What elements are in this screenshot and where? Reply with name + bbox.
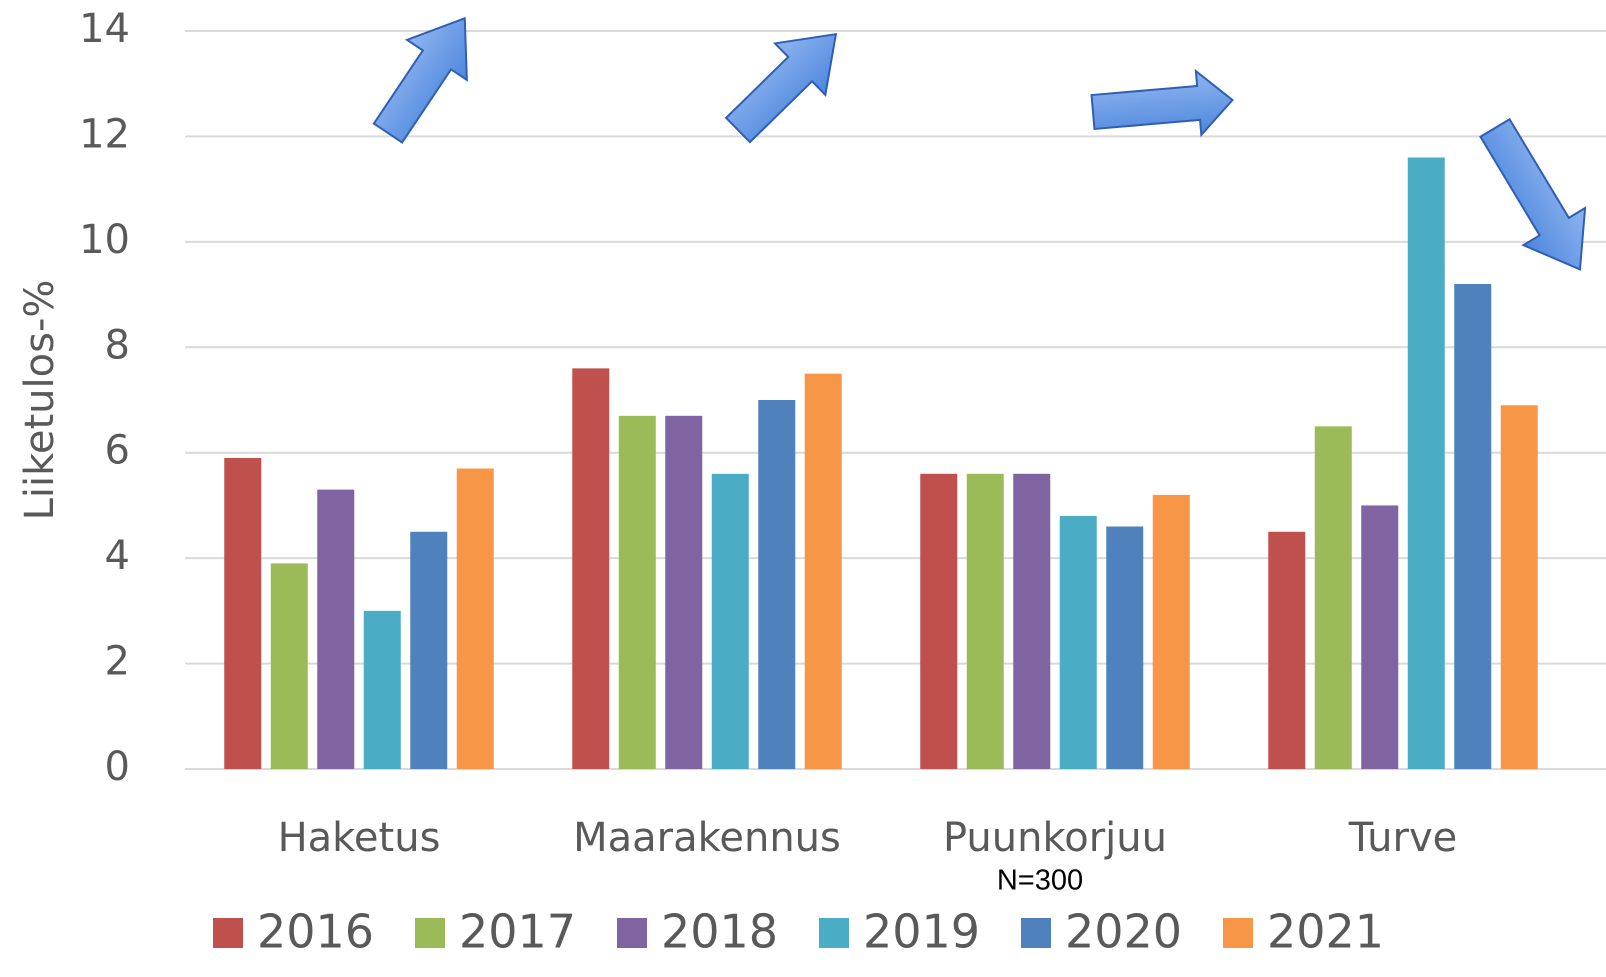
y-tick-label: 8: [105, 322, 130, 368]
legend-label: 2019: [863, 905, 980, 959]
arrow-flat: [1090, 68, 1234, 138]
bar: [1454, 284, 1492, 769]
bar: [1152, 494, 1190, 769]
bar: [224, 457, 262, 769]
legend-swatch: [1223, 918, 1253, 948]
legend-label: 2020: [1065, 905, 1182, 959]
legend-label: 2018: [661, 905, 778, 959]
bar: [410, 531, 448, 769]
y-tick-label: 2: [105, 639, 130, 685]
legend-label: 2016: [257, 905, 374, 959]
y-tick-label: 0: [105, 744, 130, 790]
y-tick-label: 14: [79, 6, 130, 52]
y-tick-label: 10: [79, 217, 130, 263]
bar: [1500, 405, 1538, 769]
legend-label: 2017: [459, 905, 576, 959]
bar: [456, 468, 494, 769]
y-tick-label: 12: [79, 111, 130, 157]
bar: [317, 489, 355, 769]
bar: [1013, 473, 1051, 769]
y-tick-label: 4: [105, 533, 130, 579]
legend-label: 2021: [1267, 905, 1384, 959]
arrow-down: [1479, 117, 1587, 271]
x-tick-label: Maarakennus: [573, 815, 841, 861]
bar: [1106, 526, 1144, 769]
x-tick-label: Turve: [1348, 815, 1457, 861]
legend-swatch: [617, 918, 647, 948]
y-axis-label: Liiketulos-%: [17, 280, 63, 521]
bar: [920, 473, 958, 769]
bar: [572, 368, 610, 769]
x-tick-label: Haketus: [278, 815, 441, 861]
legend-swatch: [1021, 918, 1051, 948]
legend-swatch: [213, 918, 243, 948]
bar: [363, 610, 401, 769]
x-tick-label: Puunkorjuu: [943, 815, 1167, 861]
bar: [1268, 531, 1306, 769]
legend-swatch: [819, 918, 849, 948]
bar: [1314, 426, 1352, 769]
bar: [618, 415, 656, 769]
legend-swatch: [415, 918, 445, 948]
bar: [1407, 157, 1445, 769]
arrow-up: [372, 16, 468, 144]
bar: [270, 563, 308, 769]
bar: [966, 473, 1004, 769]
bar: [758, 400, 796, 769]
bar: [1361, 505, 1399, 769]
arrows: [372, 16, 1587, 271]
bars: [224, 157, 1538, 769]
bar: [711, 473, 749, 769]
bar: [804, 373, 842, 769]
annotation: N=300: [997, 865, 1083, 897]
y-tick-label: 6: [105, 428, 130, 474]
bar: [1059, 515, 1097, 769]
arrow-up: [724, 32, 838, 144]
bar: [665, 415, 703, 769]
